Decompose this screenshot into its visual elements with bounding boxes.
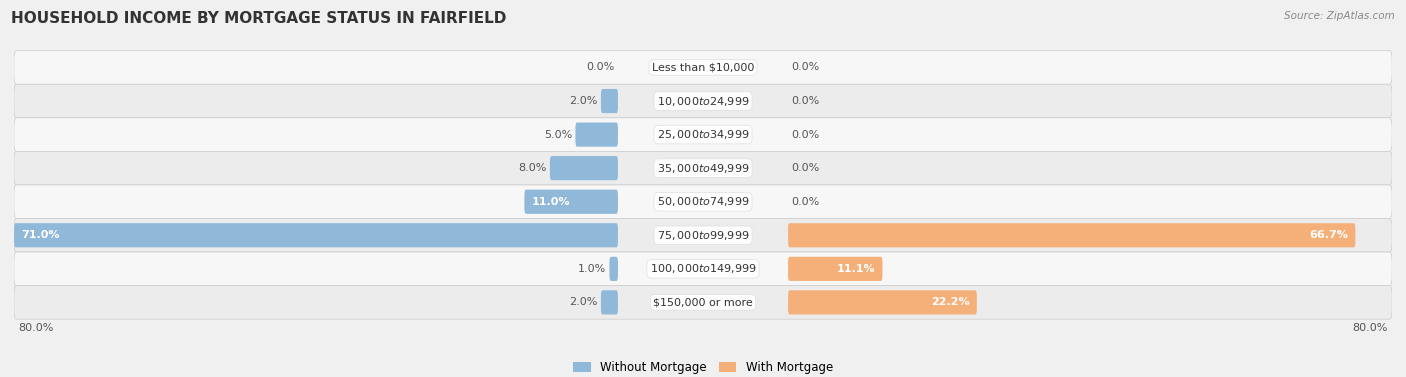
FancyBboxPatch shape (550, 156, 619, 180)
FancyBboxPatch shape (14, 219, 1392, 252)
Text: 8.0%: 8.0% (519, 163, 547, 173)
FancyBboxPatch shape (787, 290, 977, 314)
FancyBboxPatch shape (609, 257, 619, 281)
Text: 2.0%: 2.0% (569, 96, 598, 106)
FancyBboxPatch shape (600, 89, 619, 113)
FancyBboxPatch shape (787, 223, 1355, 247)
Text: 66.7%: 66.7% (1309, 230, 1348, 240)
Text: $10,000 to $24,999: $10,000 to $24,999 (657, 95, 749, 107)
Text: 71.0%: 71.0% (21, 230, 59, 240)
FancyBboxPatch shape (14, 252, 1392, 286)
Text: 0.0%: 0.0% (792, 130, 820, 139)
Text: 80.0%: 80.0% (1353, 323, 1388, 333)
Text: HOUSEHOLD INCOME BY MORTGAGE STATUS IN FAIRFIELD: HOUSEHOLD INCOME BY MORTGAGE STATUS IN F… (11, 11, 506, 26)
Text: Less than $10,000: Less than $10,000 (652, 63, 754, 72)
Text: 11.0%: 11.0% (531, 197, 569, 207)
FancyBboxPatch shape (14, 286, 1392, 319)
Text: 0.0%: 0.0% (586, 63, 614, 72)
FancyBboxPatch shape (575, 123, 619, 147)
Text: 5.0%: 5.0% (544, 130, 572, 139)
FancyBboxPatch shape (14, 118, 1392, 152)
FancyBboxPatch shape (787, 257, 883, 281)
Legend: Without Mortgage, With Mortgage: Without Mortgage, With Mortgage (568, 356, 838, 377)
Text: 80.0%: 80.0% (18, 323, 53, 333)
Text: $75,000 to $99,999: $75,000 to $99,999 (657, 229, 749, 242)
Text: 11.1%: 11.1% (837, 264, 876, 274)
Text: $25,000 to $34,999: $25,000 to $34,999 (657, 128, 749, 141)
Text: 0.0%: 0.0% (792, 163, 820, 173)
Text: $35,000 to $49,999: $35,000 to $49,999 (657, 162, 749, 175)
Text: 0.0%: 0.0% (792, 197, 820, 207)
Text: $50,000 to $74,999: $50,000 to $74,999 (657, 195, 749, 208)
Text: $100,000 to $149,999: $100,000 to $149,999 (650, 262, 756, 275)
FancyBboxPatch shape (600, 290, 619, 314)
FancyBboxPatch shape (14, 185, 1392, 219)
Text: 22.2%: 22.2% (931, 297, 970, 307)
Text: 1.0%: 1.0% (578, 264, 606, 274)
Text: $150,000 or more: $150,000 or more (654, 297, 752, 307)
FancyBboxPatch shape (524, 190, 619, 214)
Text: 0.0%: 0.0% (792, 63, 820, 72)
Text: 0.0%: 0.0% (792, 96, 820, 106)
FancyBboxPatch shape (14, 84, 1392, 118)
FancyBboxPatch shape (14, 152, 1392, 185)
Text: Source: ZipAtlas.com: Source: ZipAtlas.com (1284, 11, 1395, 21)
FancyBboxPatch shape (14, 223, 619, 247)
Text: 2.0%: 2.0% (569, 297, 598, 307)
FancyBboxPatch shape (14, 51, 1392, 84)
